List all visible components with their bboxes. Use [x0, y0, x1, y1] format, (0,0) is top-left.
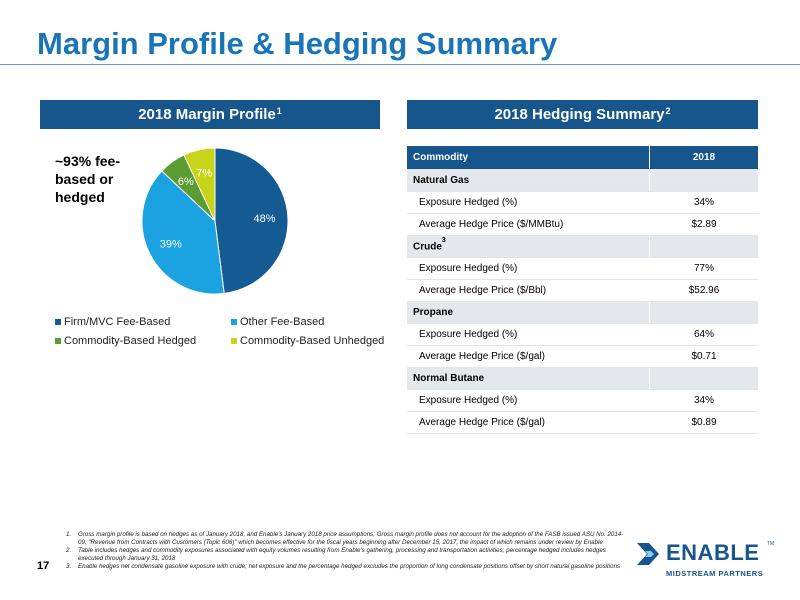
legend-swatch-0 [55, 319, 61, 325]
legend-item-0: Firm/MVC Fee-Based [55, 316, 170, 328]
legend-item-2: Commodity-Based Hedged [55, 335, 196, 347]
footnote: 1. Gross margin profile is based on hedge… [66, 531, 626, 547]
hedging-summary-footnote-ref: 2 [665, 105, 671, 116]
enable-logo [637, 543, 659, 565]
footnote-text: Enable hedges net condensate gasoline ex… [78, 563, 621, 571]
table-group-row: Normal Butane [407, 367, 758, 390]
table-row-label: Average Hedge Price ($/gal) [407, 411, 650, 434]
footnote-number: 1. [66, 531, 72, 538]
pie-slice-label-3: 7% [196, 168, 212, 180]
legend-label-1: Other Fee-Based [240, 316, 325, 328]
table-group-value [649, 301, 758, 324]
hedging-summary-table: Commodity 2018 Natural Gas Exposure Hedged … [407, 146, 758, 434]
hedging-summary-header: 2018 Hedging Summary 2 [407, 100, 758, 129]
footnote: 3. Enable hedges net condensate gasoline … [66, 563, 626, 571]
legend-swatch-2 [55, 338, 61, 344]
margin-profile-header-text: 2018 Margin Profile [138, 106, 276, 123]
footnotes: 1. Gross margin profile is based on hedge… [66, 531, 626, 571]
footnote-ref: 3 [441, 237, 446, 245]
table-row-value: 77% [649, 257, 758, 280]
margin-profile-footnote-ref: 1 [276, 105, 282, 116]
table-row: Average Hedge Price ($/MMBtu) $2.89 [407, 213, 758, 236]
page-title: Margin Profile & Hedging Summary [37, 26, 558, 61]
title-divider [0, 64, 800, 65]
table-group-label: Normal Butane [407, 367, 650, 390]
table-row-label: Average Hedge Price ($/Bbl) [407, 279, 650, 302]
pie-slice-1 [141, 170, 225, 295]
pie-slice-label-2: 6% [178, 176, 194, 188]
table-group-row: Natural Gas [407, 169, 758, 192]
margin-profile-header: 2018 Margin Profile 1 [40, 100, 380, 129]
table-row-value: 64% [649, 323, 758, 346]
table-header-row: Commodity 2018 [407, 146, 758, 170]
table-group-label: Crude3 [407, 235, 650, 258]
table-row: Exposure Hedged (%) 34% [407, 191, 758, 214]
table-row-label: Exposure Hedged (%) [407, 191, 650, 214]
table-header-cell: Commodity [407, 146, 650, 170]
table-group-value [649, 169, 758, 192]
table-row: Exposure Hedged (%) 77% [407, 257, 758, 280]
legend-label-2: Commodity-Based Hedged [64, 335, 197, 347]
logo-subtitle: MIDSTREAM PARTNERS [666, 569, 764, 578]
pie-slice-0 [214, 147, 289, 294]
table-row-value: $52.96 [649, 279, 758, 302]
logo-chevron-mark [637, 543, 659, 565]
legend-swatch-1 [231, 319, 237, 325]
legend-label-0: Firm/MVC Fee-Based [64, 316, 171, 328]
footnote-number: 2. [66, 547, 72, 555]
table-row: Exposure Hedged (%) 64% [407, 323, 758, 346]
table-row-value: $0.71 [649, 345, 758, 368]
table-row-value: 34% [649, 191, 758, 214]
table-group-label: Natural Gas [407, 169, 650, 192]
pie-slice-3 [183, 147, 216, 222]
table-row: Average Hedge Price ($/gal) $0.89 [407, 411, 758, 434]
table-group-value [649, 235, 758, 258]
hedging-summary-header-text: 2018 Hedging Summary [494, 106, 665, 123]
pie-slice-label-1: 39% [160, 239, 182, 251]
margin-pie-chart: 48% 39% 6%7% [141, 147, 289, 295]
table-group-label: Propane [407, 301, 650, 324]
legend-item-3: Commodity-Based Unhedged [231, 335, 384, 347]
table-row-label: Average Hedge Price ($/MMBtu) [407, 213, 650, 236]
table-group-row: Propane [407, 301, 758, 324]
table-row-value: $2.89 [649, 213, 758, 236]
table-row-value: $0.89 [649, 411, 758, 434]
logo-trademark: TM [767, 541, 775, 547]
table-header-cell: 2018 [649, 146, 758, 170]
footnote-text: Table includes hedges and commodity expo… [78, 547, 606, 563]
legend-swatch-3 [231, 338, 237, 344]
table-group-value [649, 367, 758, 390]
table-group-row: Crude3 [407, 235, 758, 258]
table-row-label: Average Hedge Price ($/gal) [407, 345, 650, 368]
table-row-value: 34% [649, 389, 758, 412]
logo-wordmark: ENABLE [666, 540, 760, 565]
fee-based-callout: ~93% fee-based or hedged [55, 153, 120, 205]
table-row-label: Exposure Hedged (%) [407, 257, 650, 280]
legend-item-1: Other Fee-Based [231, 316, 324, 328]
footnote-text: Gross margin profile is based on hedges … [78, 531, 624, 547]
page-number: 17 [37, 560, 50, 572]
table-row: Exposure Hedged (%) 34% [407, 389, 758, 412]
pie-slice-label-0: 48% [254, 213, 276, 225]
footnote: 2. Table includes hedges and commodity ex… [66, 547, 626, 563]
table-row-label: Exposure Hedged (%) [407, 323, 650, 346]
legend-label-3: Commodity-Based Unhedged [240, 335, 385, 347]
table-row: Average Hedge Price ($/Bbl) $52.96 [407, 279, 758, 302]
table-row: Average Hedge Price ($/gal) $0.71 [407, 345, 758, 368]
footnote-number: 3. [66, 563, 72, 571]
table-row-label: Exposure Hedged (%) [407, 389, 650, 412]
